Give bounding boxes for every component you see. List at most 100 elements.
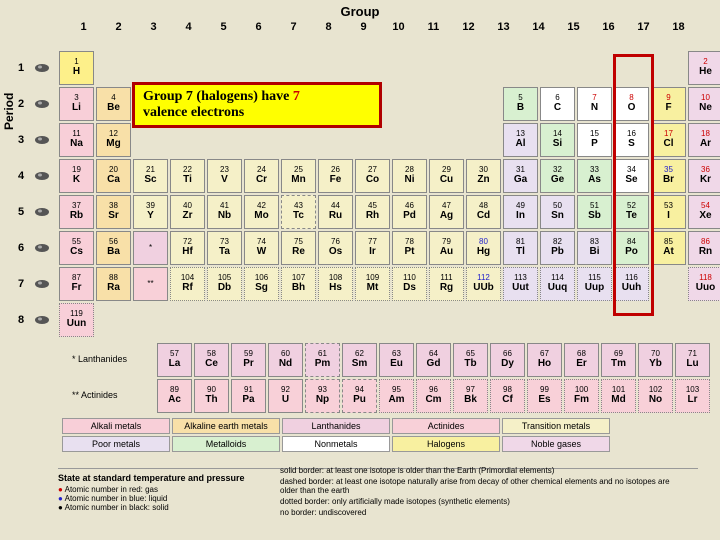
element-cell: 78Pt: [392, 231, 427, 265]
element-cell: 66Dy: [490, 343, 525, 377]
element-cell: 74W: [244, 231, 279, 265]
element-cell: 68Er: [564, 343, 599, 377]
element-cell: 55Cs: [59, 231, 94, 265]
element-cell: 39Y: [133, 195, 168, 229]
group-header: 5: [206, 21, 241, 33]
group-header: 7: [276, 21, 311, 33]
period-bullet-icon: [32, 302, 52, 338]
period-axis-label: Period: [2, 93, 16, 130]
period-bullet-icon: [32, 50, 52, 86]
element-cell: 71Lu: [675, 343, 710, 377]
element-cell: 48Cd: [466, 195, 501, 229]
element-cell: 93Np: [305, 379, 340, 413]
element-cell: 30Zn: [466, 159, 501, 193]
lanthanides-label: * Lanthanides: [72, 354, 127, 364]
element-cell: 9F: [651, 87, 686, 121]
callout-text-line2: valence electrons: [143, 105, 244, 120]
element-cell: 103Lr: [675, 379, 710, 413]
element-cell: 94Pu: [342, 379, 377, 413]
element-cell: 97Bk: [453, 379, 488, 413]
element-cell: 92U: [268, 379, 303, 413]
legend-item: Halogens: [392, 436, 500, 452]
element-cell: 47Ag: [429, 195, 464, 229]
period-bullet-icon: [32, 158, 52, 194]
element-cell: 109Mt: [355, 267, 390, 301]
group-header: 8: [311, 21, 346, 33]
element-cell: 11Na: [59, 123, 94, 157]
period-header: 4: [18, 158, 32, 194]
element-cell: 29Cu: [429, 159, 464, 193]
element-cell: 99Es: [527, 379, 562, 413]
element-cell: 116Uuh: [614, 267, 649, 301]
group-header: 18: [661, 21, 696, 33]
element-cell: 110Ds: [392, 267, 427, 301]
element-cell: 95Am: [379, 379, 414, 413]
element-cell: 87Fr: [59, 267, 94, 301]
element-cell: 89Ac: [157, 379, 192, 413]
element-cell: 46Pd: [392, 195, 427, 229]
group-header: 1: [66, 21, 101, 33]
element-cell: 73Ta: [207, 231, 242, 265]
period-bullet-icon: [32, 194, 52, 230]
element-cell: 44Ru: [318, 195, 353, 229]
element-cell: 102No: [638, 379, 673, 413]
legend-item: Poor metals: [62, 436, 170, 452]
element-cell: 14Si: [540, 123, 575, 157]
group-header: 6: [241, 21, 276, 33]
element-cell: 2He: [688, 51, 720, 85]
group-header: 3: [136, 21, 171, 33]
element-cell: 28Ni: [392, 159, 427, 193]
period-header: 1: [18, 50, 32, 86]
element-cell: 8O: [614, 87, 649, 121]
group-headers: 123456789101112131415161718: [66, 21, 712, 33]
legend-item: Actinides: [392, 418, 500, 434]
element-cell: 76Os: [318, 231, 353, 265]
table-row: 37Rb38Sr39Y40Zr41Nb42Mo43Tc44Ru45Rh46Pd4…: [58, 194, 720, 230]
element-cell: 114Uuq: [540, 267, 575, 301]
element-cell: 85At: [651, 231, 686, 265]
element-cell: 36Kr: [688, 159, 720, 193]
element-cell: *: [133, 231, 168, 265]
element-cell: 22Ti: [170, 159, 205, 193]
period-header: 2: [18, 86, 32, 122]
element-cell: 42Mo: [244, 195, 279, 229]
group-header: 9: [346, 21, 381, 33]
element-cell: 98Cf: [490, 379, 525, 413]
group-header: 2: [101, 21, 136, 33]
element-cell: 77Ir: [355, 231, 390, 265]
table-row: 19K20Ca21Sc22Ti23V24Cr25Mn26Fe27Co28Ni29…: [58, 158, 720, 194]
legend-item: Lanthanides: [282, 418, 390, 434]
element-cell: 83Bi: [577, 231, 612, 265]
element-cell: 13Al: [503, 123, 538, 157]
element-cell: 64Gd: [416, 343, 451, 377]
element-cell: 37Rb: [59, 195, 94, 229]
element-cell: 62Sm: [342, 343, 377, 377]
legend-item: Transition metals: [502, 418, 610, 434]
callout-text-prefix: Group 7 (halogens) have: [143, 89, 293, 104]
group-header: 13: [486, 21, 521, 33]
element-cell: 52Te: [614, 195, 649, 229]
group-header: 4: [171, 21, 206, 33]
element-cell: 56Ba: [96, 231, 131, 265]
element-cell: 100Fm: [564, 379, 599, 413]
legend-item: Alkaline earth metals: [172, 418, 280, 434]
element-cell: 24Cr: [244, 159, 279, 193]
element-cell: 43Tc: [281, 195, 316, 229]
element-cell: 60Nd: [268, 343, 303, 377]
element-cell: 96Cm: [416, 379, 451, 413]
element-cell: 118Uuo: [688, 267, 720, 301]
table-row: 1H2He: [58, 50, 720, 86]
element-cell: 104Rf: [170, 267, 205, 301]
element-cell: 18Ar: [688, 123, 720, 157]
element-cell: 82Pb: [540, 231, 575, 265]
element-cell: 84Po: [614, 231, 649, 265]
element-cell: 58Ce: [194, 343, 229, 377]
period-headers: 12345678: [18, 50, 32, 338]
element-cell: 119Uun: [59, 303, 94, 337]
period-bullet-icon: [32, 122, 52, 158]
f-block: * Lanthanides 57La58Ce59Pr60Nd61Pm62Sm63…: [156, 342, 711, 414]
element-cell: 45Rh: [355, 195, 390, 229]
table-row: 119Uun: [58, 302, 720, 338]
element-cell: 40Zr: [170, 195, 205, 229]
period-bullet-icon: [32, 266, 52, 302]
